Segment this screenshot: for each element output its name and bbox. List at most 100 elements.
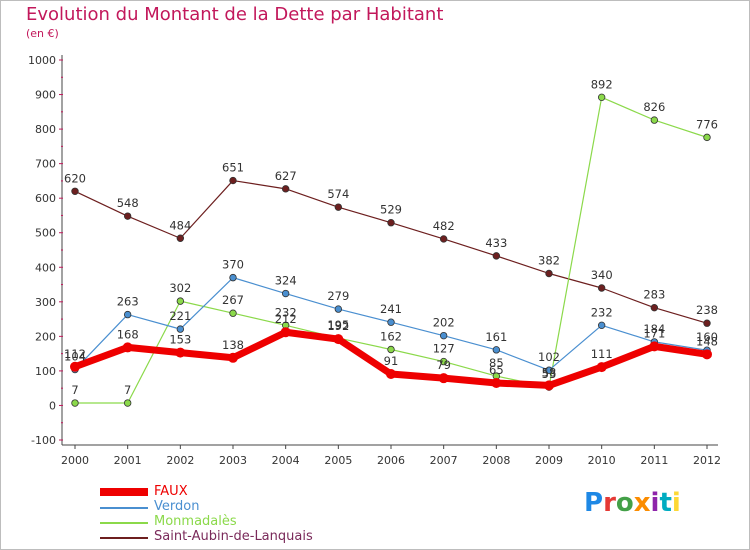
data-label-monmadal-s: 162 <box>380 329 402 343</box>
data-label-saint-aubin-de-lanquais: 382 <box>538 253 560 267</box>
x-tick-label: 2004 <box>272 454 300 467</box>
data-label-monmadal-s: 53 <box>542 367 557 381</box>
data-label-verdon: 184 <box>643 322 665 336</box>
data-label-faux: 58 <box>542 365 557 379</box>
data-label-faux: 138 <box>222 338 244 352</box>
data-label-verdon: 370 <box>222 258 244 272</box>
data-point-saint-aubin-de-lanquais <box>492 252 501 260</box>
data-point-monmadal-s <box>439 357 448 366</box>
data-label-saint-aubin-de-lanquais: 651 <box>222 161 244 175</box>
x-tick-label: 2010 <box>588 454 616 467</box>
data-label-faux: 65 <box>489 363 504 377</box>
data-label-monmadal-s: 267 <box>222 293 244 307</box>
y-tick-label: 500 <box>35 227 56 240</box>
data-label-faux: 111 <box>591 347 613 361</box>
data-point-verdon <box>492 346 501 354</box>
data-point-verdon <box>597 321 606 330</box>
x-tick-label: 2006 <box>377 454 405 467</box>
data-point-faux <box>280 327 291 338</box>
data-label-faux: 153 <box>169 333 191 347</box>
legend-swatch-faux <box>100 488 148 496</box>
data-point-monmadal-s <box>597 93 606 102</box>
logo-letter: i <box>671 488 681 518</box>
data-label-saint-aubin-de-lanquais: 627 <box>275 169 297 183</box>
data-point-faux <box>175 347 186 358</box>
data-label-verdon: 241 <box>380 302 402 316</box>
legend-label-verdon: Verdon <box>154 499 200 514</box>
data-label-saint-aubin-de-lanquais: 340 <box>591 268 613 282</box>
y-tick-label: 600 <box>35 192 56 205</box>
y-tick-label: 400 <box>35 261 56 274</box>
y-tick-label: 900 <box>35 89 56 102</box>
axes: -100 0 100 200 300 400 500 600 700 800 900 1000 2000… <box>28 54 721 467</box>
x-tick-label: 2005 <box>324 454 352 467</box>
data-point-saint-aubin-de-lanquais <box>334 203 343 211</box>
data-label-saint-aubin-de-lanquais: 620 <box>64 171 86 185</box>
data-label-monmadal-s: 85 <box>489 356 504 370</box>
data-label-verdon: 102 <box>538 350 560 364</box>
data-point-saint-aubin-de-lanquais <box>439 235 448 243</box>
data-label-monmadal-s: 776 <box>696 117 718 131</box>
data-point-verdon <box>281 289 290 298</box>
data-point-saint-aubin-de-lanquais <box>597 284 606 292</box>
data-point-faux <box>122 342 133 353</box>
data-label-faux: 79 <box>436 358 451 372</box>
y-tick-label: 800 <box>35 123 56 136</box>
logo-letter: x <box>633 488 651 518</box>
data-point-faux <box>702 349 712 360</box>
data-point-faux <box>596 362 607 373</box>
data-label-faux: 212 <box>275 312 297 326</box>
data-label-faux: 171 <box>643 326 665 340</box>
data-point-monmadal-s <box>387 345 395 354</box>
data-label-verdon: 279 <box>327 289 349 303</box>
y-tick-label: 100 <box>35 365 56 378</box>
legend-label-faux: FAUX <box>154 484 188 499</box>
labels-layer: 6205484846516275745294824333823402832387… <box>64 77 718 397</box>
y-tick-label: 200 <box>35 330 56 343</box>
data-label-faux: 112 <box>64 347 86 361</box>
data-label-monmadal-s: 302 <box>169 281 191 295</box>
data-label-monmadal-s: 7 <box>124 383 131 397</box>
data-label-saint-aubin-de-lanquais: 548 <box>117 196 139 210</box>
data-label-faux: 148 <box>696 334 718 348</box>
data-label-saint-aubin-de-lanquais: 482 <box>433 219 455 233</box>
data-point-verdon <box>387 318 395 326</box>
legend-swatch-monmadales <box>100 522 148 524</box>
data-label-verdon: 161 <box>485 330 507 344</box>
logo-letter: o <box>615 488 634 518</box>
data-label-faux: 91 <box>384 354 399 368</box>
data-point-saint-aubin-de-lanquais <box>281 185 290 193</box>
data-label-faux: 168 <box>117 327 139 341</box>
legend-label-saint-aubin: Saint-Aubin-de-Lanquais <box>154 529 313 544</box>
x-tick-label: 2000 <box>61 454 89 467</box>
y-tick-label: -100 <box>31 434 56 447</box>
x-tick-label: 2009 <box>535 454 563 467</box>
data-point-verdon <box>439 331 448 340</box>
data-point-monmadal-s <box>703 133 711 142</box>
data-point-saint-aubin-de-lanquais <box>650 303 659 312</box>
data-point-faux <box>386 369 396 380</box>
y-tick-label: 700 <box>35 158 56 171</box>
data-label-verdon: 104 <box>64 350 86 364</box>
data-point-verdon <box>229 273 237 282</box>
data-point-faux <box>649 341 660 352</box>
data-label-saint-aubin-de-lanquais: 529 <box>380 203 402 217</box>
data-point-saint-aubin-de-lanquais <box>71 187 79 195</box>
data-label-monmadal-s: 826 <box>643 100 665 114</box>
data-label-monmadal-s: 195 <box>327 318 349 332</box>
x-tick-label: 2003 <box>219 454 247 467</box>
chart-title: Evolution du Montant de la Dette par Hab… <box>26 4 444 25</box>
logo-letter: P <box>584 488 604 518</box>
y-tick-label: 1000 <box>28 54 56 67</box>
data-label-monmadal-s: 232 <box>275 305 297 319</box>
data-point-verdon <box>334 305 343 313</box>
y-tick-label: 300 <box>35 296 56 309</box>
x-tick-label: 2001 <box>114 454 142 467</box>
data-point-saint-aubin-de-lanquais <box>123 212 132 220</box>
data-label-saint-aubin-de-lanquais: 484 <box>169 218 191 232</box>
data-point-monmadal-s <box>650 116 659 124</box>
legend-label-monmadales: Monmadalès <box>154 514 237 529</box>
data-point-verdon <box>123 310 132 319</box>
data-point-faux <box>438 373 449 384</box>
